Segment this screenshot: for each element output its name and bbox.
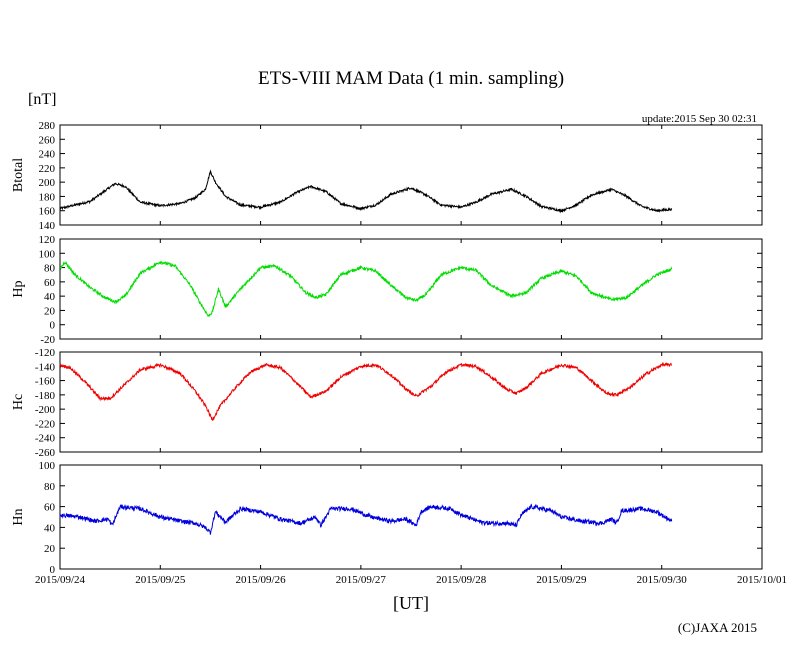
y-tick-label: 240 — [39, 149, 56, 161]
x-tick-label: 2015/09/24 — [35, 574, 86, 586]
y-tick-label: -120 — [35, 347, 56, 359]
y-tick-label: 20 — [44, 305, 56, 317]
panel-label-hc: Hc — [11, 394, 26, 410]
x-axis-label: [UT] — [393, 593, 429, 613]
chart-title: ETS-VIII MAM Data (1 min. sampling) — [258, 68, 564, 89]
y-tick-label: 60 — [44, 277, 56, 289]
panel-frame — [59, 238, 763, 340]
y-tick-label: -260 — [35, 447, 56, 459]
y-tick-label: 60 — [44, 502, 56, 514]
y-tick-label: 40 — [44, 291, 56, 303]
y-tick-label: 100 — [39, 248, 56, 260]
update-timestamp: update:2015 Sep 30 02:31 — [642, 113, 757, 125]
y-tick-label: 280 — [39, 120, 56, 132]
x-tick-label: 2015/09/25 — [135, 574, 186, 586]
y-tick-label: 80 — [44, 481, 56, 493]
x-tick-label: 2015/09/29 — [536, 574, 587, 586]
y-tick-label: 120 — [39, 234, 56, 246]
series-line-hn — [59, 503, 673, 535]
panel-btotal: 140 160 180 200 220 240 260 280 Btotal — [11, 120, 763, 232]
panel-hn: 0 20 40 60 80 100 Hn — [11, 460, 763, 576]
y-tick-label: 0 — [50, 320, 56, 332]
y-tick-label: 80 — [44, 263, 56, 275]
y-tick-label: 20 — [44, 543, 56, 555]
panel-frame — [59, 351, 763, 453]
y-tick-label: 140 — [39, 220, 56, 232]
y-tick-label: -180 — [35, 390, 56, 402]
y-tick-label: -220 — [35, 418, 56, 430]
panel-hc: -260 -240 -220 -200 -180 -160 -140 -120 Hc — [11, 347, 763, 459]
x-tick-label: 2015/09/26 — [236, 574, 287, 586]
x-tick-label: 2015/10/01 — [737, 574, 787, 586]
panel-label-btotal: Btotal — [11, 158, 26, 192]
unit-label: [nT] — [28, 91, 56, 108]
y-tick-label: 40 — [44, 522, 56, 534]
x-tick-label: 2015/09/28 — [436, 574, 487, 586]
y-tick-label: 0 — [50, 564, 56, 576]
panel-label-hn: Hn — [11, 508, 26, 525]
y-tick-label: -200 — [35, 404, 56, 416]
y-tick-label: 220 — [39, 163, 56, 175]
x-tick-label: 2015/09/30 — [637, 574, 688, 586]
y-tick-label: 160 — [39, 206, 56, 218]
x-axis: 2015/09/24 2015/09/25 2015/09/26 2015/09/27… — [35, 574, 787, 586]
panels-group: 140160180200220240260280Btotal-200204060… — [11, 120, 763, 576]
y-tick-label: 200 — [39, 177, 56, 189]
series-line-hc — [59, 361, 673, 422]
panel-frame — [59, 464, 763, 570]
series-line-hp — [59, 260, 673, 318]
copyright-credit: (C)JAXA 2015 — [678, 620, 757, 635]
panel-hp: -20 0 20 40 60 80 100 120 Hp — [11, 234, 763, 346]
y-tick-label: 180 — [39, 191, 56, 203]
y-tick-label: 260 — [39, 134, 56, 146]
y-tick-label: -20 — [40, 334, 55, 346]
y-tick-label: -140 — [35, 361, 56, 373]
y-tick-label: -240 — [35, 433, 56, 445]
series-line-btotal — [59, 169, 673, 214]
y-tick-label: -160 — [35, 376, 56, 388]
x-tick-label: 2015/09/27 — [336, 574, 387, 586]
panel-frame — [59, 124, 763, 226]
panel-label-hp: Hp — [11, 280, 26, 297]
y-tick-label: 100 — [39, 460, 56, 472]
